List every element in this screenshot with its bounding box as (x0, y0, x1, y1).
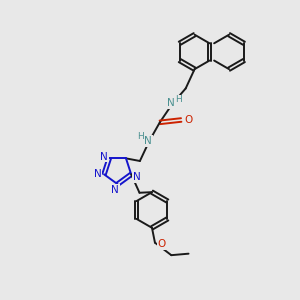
Text: N: N (111, 184, 119, 194)
Text: N: N (167, 98, 175, 108)
Text: N: N (133, 172, 140, 182)
Text: H: H (175, 95, 181, 104)
Text: N: N (94, 169, 101, 179)
Text: O: O (184, 115, 193, 125)
Text: O: O (158, 239, 166, 249)
Text: N: N (100, 152, 108, 162)
Text: H: H (137, 132, 144, 141)
Text: N: N (144, 136, 152, 146)
